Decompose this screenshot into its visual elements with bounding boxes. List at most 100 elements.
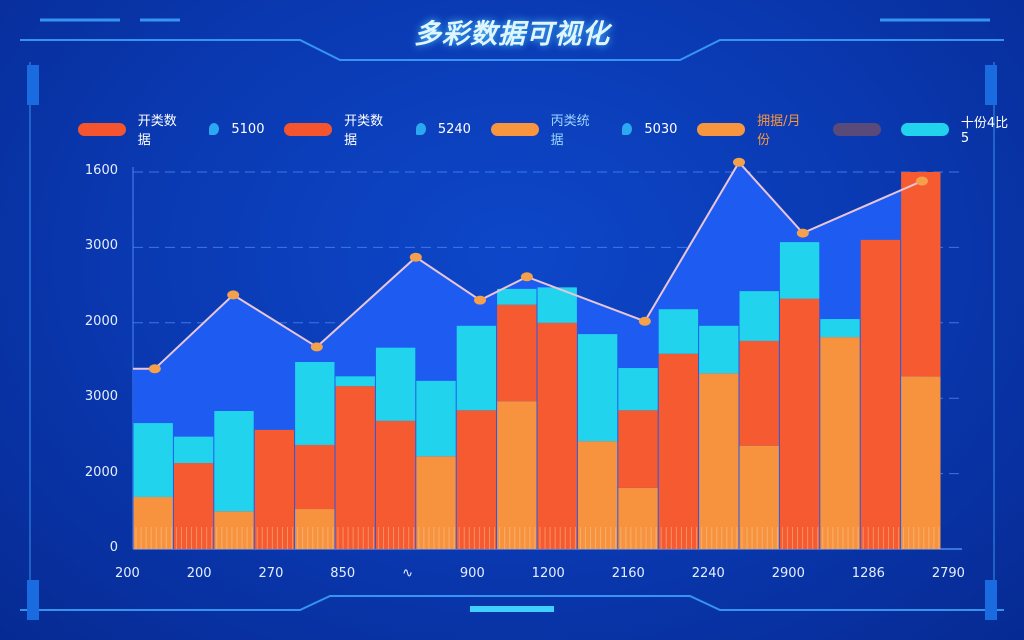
bar-segment-red-orange bbox=[860, 239, 901, 550]
bar-segment-red-orange bbox=[901, 172, 941, 377]
bar-segment-light-orange bbox=[699, 373, 739, 549]
legend-dot-icon bbox=[209, 123, 220, 135]
bar-segment-cyan bbox=[295, 362, 335, 445]
bar-segment-light-orange bbox=[618, 487, 658, 549]
legend-label: 开类数据 bbox=[344, 114, 384, 148]
y-tick-label: 0 bbox=[109, 540, 118, 555]
bar-segment-light-orange bbox=[901, 376, 941, 549]
bar-segment-cyan bbox=[658, 309, 699, 354]
legend-swatch bbox=[490, 122, 539, 136]
legend-label: 5030 bbox=[644, 121, 678, 137]
chart-title: 多彩数据可视化 bbox=[414, 19, 610, 50]
x-tick-label: 850 bbox=[330, 566, 356, 581]
bar-segment-red-orange bbox=[618, 410, 658, 488]
legend-item[interactable]: 5240 bbox=[415, 121, 471, 137]
bar-segment-red-orange bbox=[375, 420, 416, 549]
legend-dot-icon bbox=[622, 123, 633, 135]
legend-swatch bbox=[284, 122, 333, 136]
legend-item[interactable]: 拥据/月份 bbox=[697, 110, 813, 148]
bar-segment-cyan bbox=[699, 325, 739, 374]
bar-segment-cyan bbox=[456, 325, 497, 411]
bar-segment-cyan bbox=[214, 411, 254, 512]
y-tick-label: 2000 bbox=[84, 313, 118, 329]
y-tick-label: 3000 bbox=[84, 238, 118, 254]
legend-dot-icon bbox=[415, 123, 426, 135]
y-tick-label: 1600 bbox=[84, 163, 118, 178]
legend: 开类数据 5100 开类数据 5240 丙类统据 5030 拥据/月份 十份4比5 bbox=[78, 110, 1024, 148]
line-marker bbox=[227, 290, 240, 300]
bar-segment-light-orange bbox=[739, 445, 779, 549]
x-tick-label: 1200 bbox=[531, 566, 565, 581]
bar-segment-cyan bbox=[779, 242, 820, 299]
line-marker bbox=[733, 157, 745, 167]
legend-item[interactable]: 十份4比5 bbox=[901, 112, 1016, 146]
bar-segment-light-orange bbox=[497, 401, 537, 549]
bar-segment-red-orange bbox=[456, 410, 497, 549]
bar-segment-light-orange bbox=[133, 496, 173, 549]
legend-item[interactable]: 5030 bbox=[622, 122, 677, 137]
legend-label: 开类数据 bbox=[137, 114, 177, 148]
x-tick-label: 270 bbox=[258, 566, 284, 581]
line-marker bbox=[796, 228, 809, 238]
line-marker bbox=[474, 295, 487, 305]
legend-swatch bbox=[78, 122, 126, 136]
legend-swatch bbox=[901, 122, 949, 136]
bar-segment-cyan bbox=[618, 368, 658, 411]
x-tick-label: 200 bbox=[115, 566, 140, 581]
bar-segment-cyan bbox=[133, 423, 173, 497]
y-tick-label: 2000 bbox=[84, 464, 118, 480]
bar-segment-red-orange bbox=[254, 429, 295, 549]
x-tick-label: 2790 bbox=[931, 566, 965, 581]
bar-segment-red-orange bbox=[739, 340, 779, 446]
x-axis-labels: 200 200 270 850 ∿ 900 1200 2160 2240 2900 1286 2790 bbox=[115, 566, 965, 581]
bar-segment-cyan bbox=[820, 319, 860, 338]
bar-segment-cyan bbox=[335, 376, 375, 387]
x-tick-label: 2900 bbox=[771, 566, 805, 581]
legend-item[interactable]: 开类数据 bbox=[284, 110, 395, 148]
bar-segment-red-orange bbox=[335, 386, 375, 549]
legend-swatch bbox=[833, 122, 882, 136]
legend-item[interactable]: 丙类统据 bbox=[490, 110, 602, 148]
line-marker bbox=[409, 252, 422, 262]
legend-swatch bbox=[697, 122, 746, 136]
bar-segment-light-orange bbox=[820, 337, 860, 549]
x-tick-label: 1286 bbox=[851, 566, 885, 581]
bar-segment-cyan bbox=[497, 288, 537, 305]
bar-segment-light-orange bbox=[214, 511, 254, 549]
x-tick-label: 900 bbox=[459, 566, 485, 581]
bar-segment-red-orange bbox=[497, 304, 537, 402]
bar-segment-red-orange bbox=[295, 444, 335, 510]
line-marker bbox=[148, 364, 161, 374]
line-marker bbox=[638, 316, 651, 326]
legend-item[interactable]: 开类数据 bbox=[78, 110, 189, 148]
legend-label: 5240 bbox=[437, 121, 471, 137]
y-tick-label: 3000 bbox=[84, 389, 118, 405]
legend-label: 丙类统据 bbox=[550, 114, 590, 148]
x-tick-label: 200 bbox=[186, 566, 212, 581]
bar-segment-red-orange bbox=[658, 353, 699, 549]
bar-segment-cyan bbox=[173, 436, 214, 464]
legend-label: 拥据/月份 bbox=[757, 114, 801, 148]
bar-segment-cyan bbox=[375, 347, 416, 421]
bar-segment-cyan bbox=[416, 380, 456, 457]
x-tick-label: 2160 bbox=[611, 566, 645, 581]
bar-segment-light-orange bbox=[416, 456, 456, 549]
line-marker bbox=[916, 176, 929, 186]
legend-label: 十份4比5 bbox=[960, 116, 1009, 146]
bar-segment-light-orange bbox=[577, 441, 618, 549]
bar-segment-red-orange bbox=[779, 298, 820, 549]
line-marker bbox=[310, 342, 323, 352]
legend-item[interactable]: 5100 bbox=[209, 122, 264, 137]
legend-label: 5100 bbox=[231, 121, 265, 137]
legend-item[interactable] bbox=[833, 122, 882, 136]
x-tick-label: ∿ bbox=[402, 566, 413, 581]
bar-segment-light-orange bbox=[295, 509, 335, 549]
bar-segment-cyan bbox=[739, 291, 779, 341]
bar-segment-cyan bbox=[577, 334, 618, 442]
bar-segment-red-orange bbox=[537, 322, 577, 549]
x-tick-label: 2240 bbox=[691, 566, 725, 581]
bar-segment-red-orange bbox=[173, 463, 214, 549]
line-marker bbox=[520, 272, 533, 282]
